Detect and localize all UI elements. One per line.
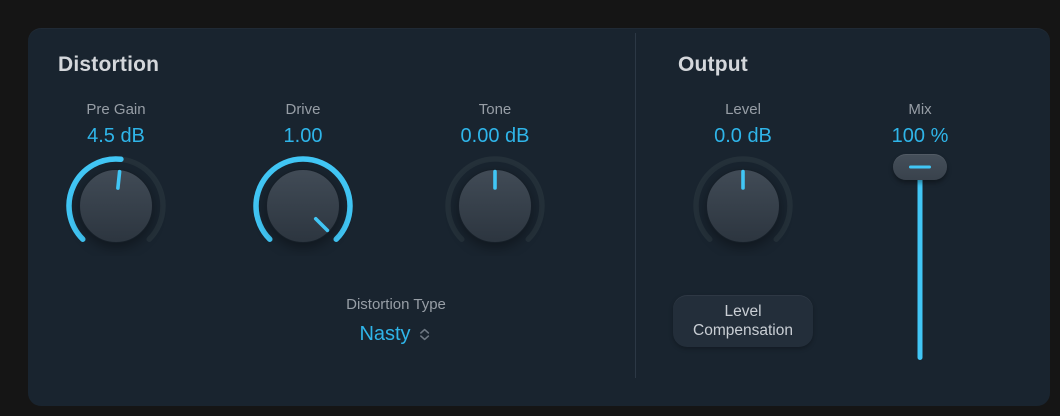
pre-gain-control: Pre Gain 4.5 dB xyxy=(66,101,166,256)
distortion-type-select[interactable]: Nasty xyxy=(359,322,432,346)
level-compensation-button[interactable]: Level Compensation xyxy=(673,295,813,347)
drive-knob[interactable] xyxy=(253,156,353,256)
output-level-knob[interactable] xyxy=(693,156,793,256)
drive-label: Drive xyxy=(285,101,321,118)
mix-slider xyxy=(893,154,947,366)
drive-control: Drive 1.00 xyxy=(253,101,353,256)
output-level-label: Level xyxy=(725,101,761,118)
mix-value[interactable]: 100 % xyxy=(891,125,949,147)
mix-slider-track[interactable] xyxy=(917,167,923,360)
pre-gain-label: Pre Gain xyxy=(86,101,146,118)
mix-label: Mix xyxy=(908,101,932,118)
mix-control: Mix 100 % xyxy=(892,101,949,148)
distortion-type-value: Nasty xyxy=(359,323,411,345)
drive-value[interactable]: 1.00 xyxy=(283,125,323,147)
distortion-type-group: Distortion Type Nasty xyxy=(346,296,446,346)
section-divider xyxy=(635,33,636,378)
distortion-section-title: Distortion xyxy=(58,53,160,76)
tone-control: Tone 0.00 dB xyxy=(445,101,545,256)
distortion-type-label: Distortion Type xyxy=(346,296,446,313)
output-level-value[interactable]: 0.0 dB xyxy=(714,125,772,147)
tone-knob[interactable] xyxy=(445,156,545,256)
level-compensation-line2: Compensation xyxy=(693,322,793,339)
tone-label: Tone xyxy=(478,101,512,118)
pre-gain-knob[interactable] xyxy=(66,156,166,256)
output-level-control: Level 0.0 dB xyxy=(693,101,793,256)
output-section-title: Output xyxy=(678,53,749,76)
pre-gain-value[interactable]: 4.5 dB xyxy=(87,125,145,147)
level-compensation-line1: Level xyxy=(724,302,762,320)
distortion-plugin-panel: Distortion Pre Gain 4.5 dB Drive 1.00 To… xyxy=(28,28,1050,406)
mix-handle-mark xyxy=(909,165,931,169)
tone-value[interactable]: 0.00 dB xyxy=(460,125,530,147)
chevron-updown-icon xyxy=(420,328,430,340)
mix-slider-handle[interactable] xyxy=(893,154,947,180)
